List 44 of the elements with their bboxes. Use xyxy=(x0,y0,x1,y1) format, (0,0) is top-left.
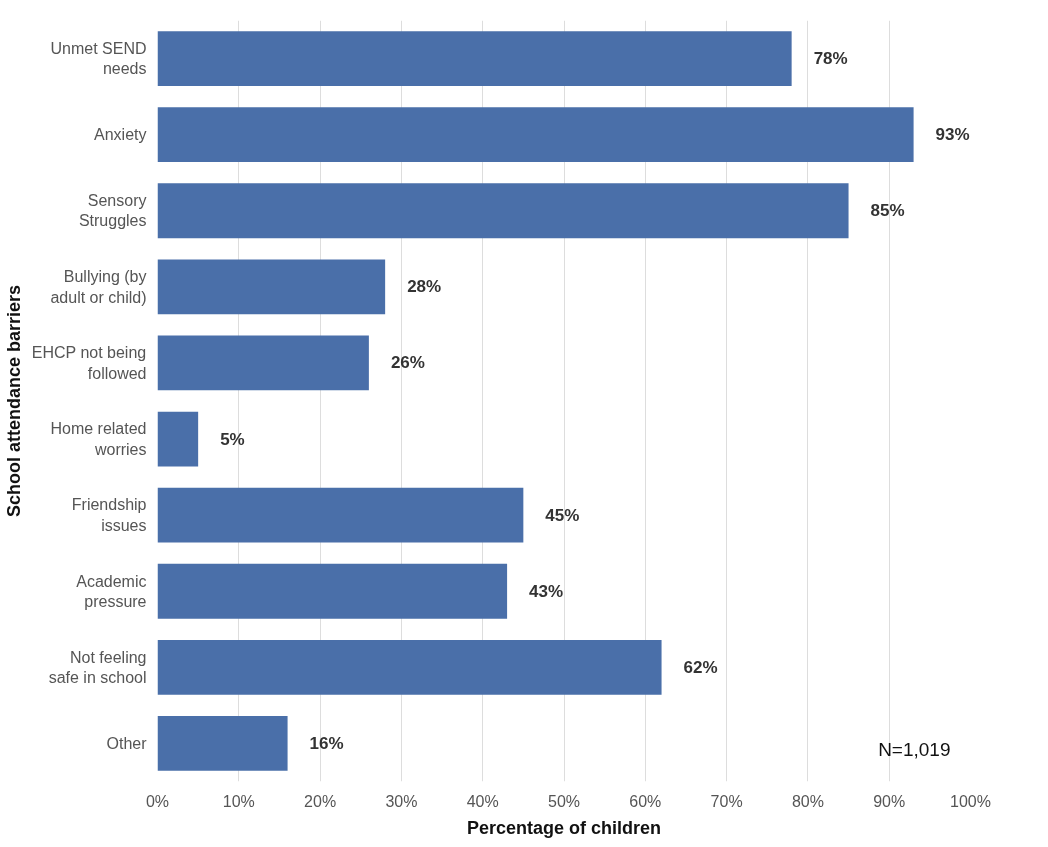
bar xyxy=(157,639,662,695)
data-label: 26% xyxy=(390,353,425,373)
x-tick-label: 70% xyxy=(710,792,743,810)
data-label: 85% xyxy=(870,201,905,221)
data-label: 62% xyxy=(683,657,718,677)
x-tick-label: 30% xyxy=(385,792,418,810)
x-axis-title: Percentage of children xyxy=(466,817,662,838)
bar xyxy=(157,335,369,391)
bar xyxy=(157,487,524,543)
y-tick-label: EHCP not being followed xyxy=(31,344,147,382)
y-tick-label: Anxiety xyxy=(94,126,147,144)
x-tick-label: 0% xyxy=(145,792,170,810)
data-label: 28% xyxy=(407,277,442,297)
data-label: 5% xyxy=(220,429,245,449)
y-tick-label: Home related worries xyxy=(50,420,147,458)
y-tick-label: Friendship issues xyxy=(71,496,147,534)
data-label: 43% xyxy=(529,581,564,601)
data-label: 16% xyxy=(309,733,344,753)
bar xyxy=(157,107,914,163)
y-tick-label: Bullying (by adult or child) xyxy=(50,268,147,306)
data-label: 93% xyxy=(935,125,970,145)
bar xyxy=(157,259,386,315)
x-tick-label: 100% xyxy=(950,792,991,810)
bar xyxy=(157,563,508,619)
annotation: N=1,019 xyxy=(878,738,951,760)
bar xyxy=(157,716,288,771)
y-tick-label: Not feeling safe in school xyxy=(48,648,147,687)
x-tick-label: 50% xyxy=(547,792,581,810)
y-axis-title: School attendance barriers xyxy=(3,284,24,518)
x-tick-label: 40% xyxy=(466,792,499,810)
bar xyxy=(157,31,792,86)
x-tick-label: 90% xyxy=(873,792,906,810)
y-tick-label: Unmet SEND needs xyxy=(50,39,147,78)
data-label: 78% xyxy=(813,49,848,69)
x-tick-label: 10% xyxy=(222,792,255,810)
y-tick-label: Academic pressure xyxy=(76,572,147,610)
data-label: 45% xyxy=(545,505,580,525)
y-tick-label: Other xyxy=(106,734,148,752)
bar xyxy=(157,183,849,239)
x-tick-label: 80% xyxy=(791,792,824,810)
x-tick-label: 60% xyxy=(629,792,662,810)
bar xyxy=(157,411,199,467)
x-tick-label: 20% xyxy=(304,792,337,810)
y-tick-label: Sensory Struggles xyxy=(78,192,147,230)
